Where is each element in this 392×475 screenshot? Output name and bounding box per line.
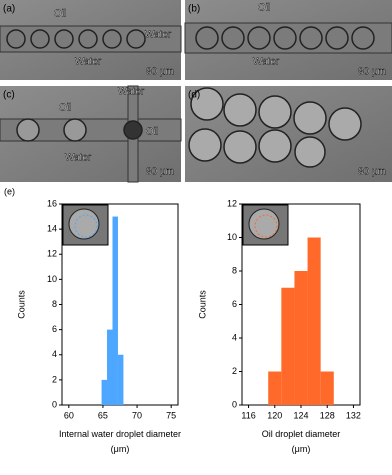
y-axis-label: Counts	[197, 290, 207, 319]
panel-label: (d)	[188, 90, 200, 101]
x-tick-label: 124	[293, 410, 308, 420]
annotation: Water	[75, 57, 102, 68]
inset-droplet	[68, 208, 100, 240]
x-tick-label: 120	[267, 410, 282, 420]
y-tick-label: 12	[47, 249, 57, 259]
micrograph-d: (d) 80 μm	[185, 86, 392, 182]
annotation: Oil	[258, 3, 270, 14]
y-tick-label: 4	[232, 332, 237, 342]
annotation: 80 μm	[358, 167, 386, 178]
annotation: Water	[145, 30, 172, 41]
x-tick-label: 128	[320, 410, 335, 420]
annotation: Oil	[59, 103, 71, 114]
y-tick-label: 16	[47, 198, 57, 208]
y-tick-label: 8	[52, 299, 57, 309]
y-tick-label: 2	[232, 366, 237, 376]
bar	[112, 216, 118, 405]
y-tick-label: 0	[232, 399, 237, 409]
x-tick-label: 60	[64, 410, 74, 420]
x-tick-label: 65	[98, 410, 108, 420]
y-tick-label: 14	[47, 224, 57, 234]
annotation: Water	[65, 153, 92, 164]
y-tick-label: 12	[227, 198, 237, 208]
micrograph-a: (a) Oil Water Water 80 μm	[0, 0, 182, 80]
x-axis-label: Internal water droplet diameter (μm)	[59, 429, 181, 454]
annotation: Water	[253, 57, 280, 68]
inset-outline	[74, 214, 98, 238]
y-tick-label: 6	[52, 324, 57, 334]
y-tick-label: 8	[232, 265, 237, 275]
bar	[320, 371, 334, 405]
bar	[307, 237, 321, 405]
y-axis-label: Counts	[16, 290, 26, 319]
bar	[294, 271, 308, 405]
annotation: 80 μm	[358, 67, 386, 78]
panel-label: (c)	[3, 90, 15, 101]
x-tick-label: 75	[166, 410, 176, 420]
x-tick-label: 132	[346, 410, 361, 420]
figure-label: (e)	[4, 186, 15, 196]
micrograph-c: (c) Oil Water Water Oil 80 μm	[0, 85, 182, 183]
bar	[101, 379, 108, 405]
panel-label: (b)	[188, 4, 200, 15]
annotation: Oil	[146, 127, 158, 138]
x-axis-label: Oil droplet diameter (μm)	[262, 429, 341, 454]
bar	[281, 287, 295, 405]
y-tick-label: 6	[232, 299, 237, 309]
inset-outline	[254, 214, 278, 238]
x-tick-label: 70	[132, 410, 142, 420]
annotation: Water	[118, 87, 145, 98]
y-tick-label: 10	[47, 274, 57, 284]
annotation: 80 μm	[146, 167, 174, 178]
annotation: Oil	[54, 9, 66, 20]
y-tick-label: 10	[227, 232, 237, 242]
panel-label: (a)	[3, 4, 15, 15]
y-tick-label: 2	[52, 374, 57, 384]
inset-droplet	[248, 208, 280, 240]
x-tick-label: 116	[241, 410, 255, 420]
micrograph-b: (b) Oil Water 80 μm	[184, 0, 392, 80]
y-tick-label: 4	[52, 349, 57, 359]
bar	[117, 354, 124, 405]
bar	[107, 329, 113, 405]
annotation: 80 μm	[146, 67, 174, 78]
bar	[268, 371, 282, 405]
y-tick-label: 0	[52, 399, 57, 409]
